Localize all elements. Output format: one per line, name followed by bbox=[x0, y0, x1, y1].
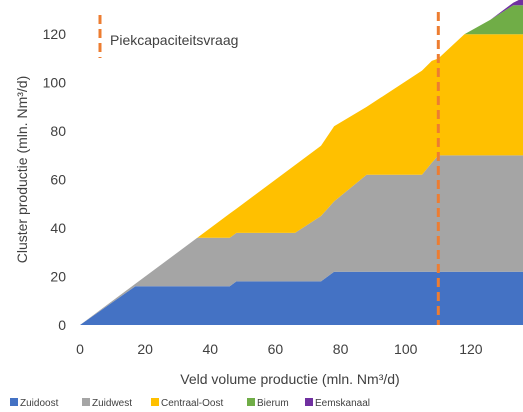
legend: Zuidoost Zuidwest Centraal-Oost Bierum Eemsk… bbox=[10, 398, 370, 409]
legend-swatch-eemskanaal bbox=[305, 398, 313, 406]
peak-capacity-annotation: Piekcapaciteitsvraag bbox=[98, 12, 440, 325]
x-axis-ticks: 0 20 40 60 80 100 120 bbox=[76, 341, 483, 357]
y-tick-label: 100 bbox=[43, 75, 67, 91]
y-tick-label: 40 bbox=[50, 220, 66, 236]
legend-label-centraal-oost: Centraal-Oost bbox=[161, 398, 223, 409]
x-tick-label: 100 bbox=[394, 341, 418, 357]
x-tick-label: 80 bbox=[333, 341, 349, 357]
y-tick-label: 80 bbox=[50, 123, 66, 139]
legend-swatch-zuidwest bbox=[82, 398, 90, 406]
legend-label-zuidoost: Zuidoost bbox=[20, 398, 59, 409]
legend-swatch-bierum bbox=[247, 398, 255, 406]
x-tick-label: 40 bbox=[203, 341, 219, 357]
peak-capacity-label: Piekcapaciteitsvraag bbox=[110, 32, 238, 48]
legend-label-eemskanaal: Eemskanaal bbox=[315, 398, 370, 409]
y-tick-label: 120 bbox=[43, 26, 67, 42]
plot-area bbox=[80, 0, 523, 325]
area-zuidwest bbox=[80, 155, 523, 325]
y-tick-label: 20 bbox=[50, 269, 66, 285]
y-tick-label: 0 bbox=[58, 317, 66, 333]
legend-swatch-centraal-oost bbox=[151, 398, 159, 406]
x-tick-label: 120 bbox=[459, 341, 483, 357]
legend-label-zuidwest: Zuidwest bbox=[92, 398, 132, 409]
y-axis-title: Cluster productie (mln. Nm³/d) bbox=[14, 76, 30, 264]
y-axis-ticks: 0 20 40 60 80 100 120 bbox=[43, 26, 67, 333]
x-tick-label: 0 bbox=[76, 341, 84, 357]
x-tick-label: 60 bbox=[268, 341, 284, 357]
area-zuidoost bbox=[80, 271, 523, 325]
x-axis-title: Veld volume productie (mln. Nm³/d) bbox=[180, 371, 399, 387]
y-tick-label: 60 bbox=[50, 172, 66, 188]
x-tick-label: 20 bbox=[137, 341, 153, 357]
legend-label-bierum: Bierum bbox=[257, 398, 289, 409]
area-centraal-oost bbox=[80, 34, 523, 325]
legend-swatch-zuidoost bbox=[10, 398, 18, 406]
